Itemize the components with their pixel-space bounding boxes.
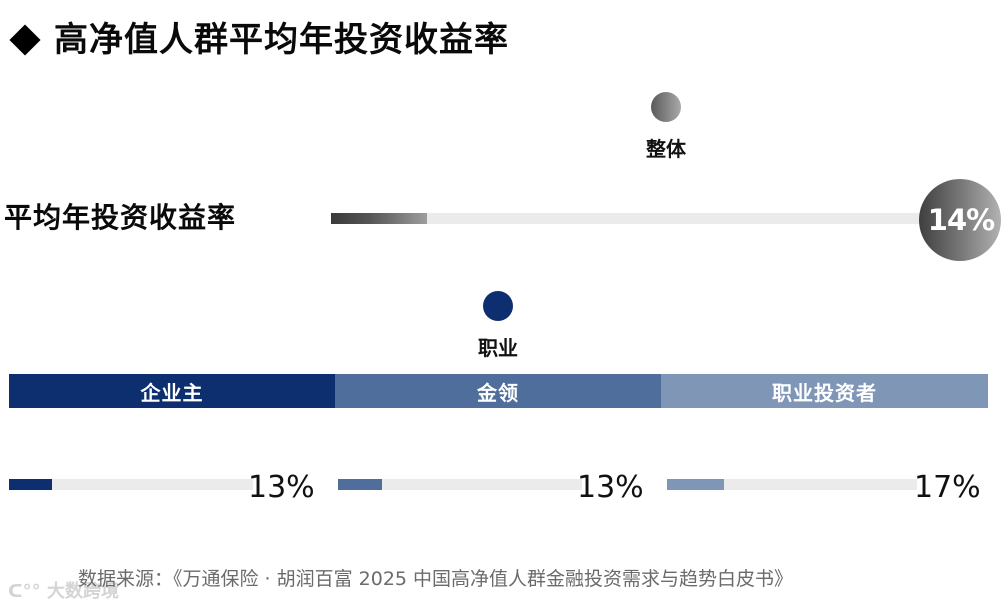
watermark-text: 大数跨境 xyxy=(46,581,119,602)
occupation-legend-dot-icon xyxy=(483,291,513,321)
diamond-bullet-icon xyxy=(9,23,41,56)
page-title: 高净值人群平均年投资收益率 xyxy=(8,12,509,68)
category-header-business-owner: 企业主 xyxy=(9,374,335,408)
professional-investor-bar-fill xyxy=(667,479,724,490)
data-source-note: 数据来源：《万通保险 · 胡润百富 2025 中国高净值人群金融投资需求与趋势白… xyxy=(78,568,794,590)
watermark-logo: ᑕ°° 大数跨境 xyxy=(8,577,119,603)
professional-investor-value: 17% xyxy=(914,470,981,505)
overall-bar-fill xyxy=(331,213,427,224)
gold-collar-value: 13% xyxy=(577,470,644,505)
business-owner-value: 13% xyxy=(248,470,315,505)
title-text: 高净值人群平均年投资收益率 xyxy=(54,20,509,60)
gold-collar-bar-track xyxy=(338,479,582,490)
overall-value-circle: 14% xyxy=(919,179,1001,261)
overall-legend-dot-icon xyxy=(651,92,681,122)
occupation-group-label: 职业 xyxy=(478,336,518,360)
watermark-icon: ᑕ°° xyxy=(8,581,47,602)
business-owner-bar-fill xyxy=(9,479,52,490)
overall-bar-track xyxy=(331,213,931,224)
professional-investor-bar-track xyxy=(667,479,917,490)
overall-group-label: 整体 xyxy=(646,137,686,161)
overall-metric-label: 平均年投资收益率 xyxy=(4,201,237,234)
overall-value: 14% xyxy=(927,203,995,237)
business-owner-bar-track xyxy=(9,479,253,490)
category-header-professional-investor: 职业投资者 xyxy=(661,374,988,408)
category-header-gold-collar: 金领 xyxy=(335,374,661,408)
gold-collar-bar-fill xyxy=(338,479,382,490)
